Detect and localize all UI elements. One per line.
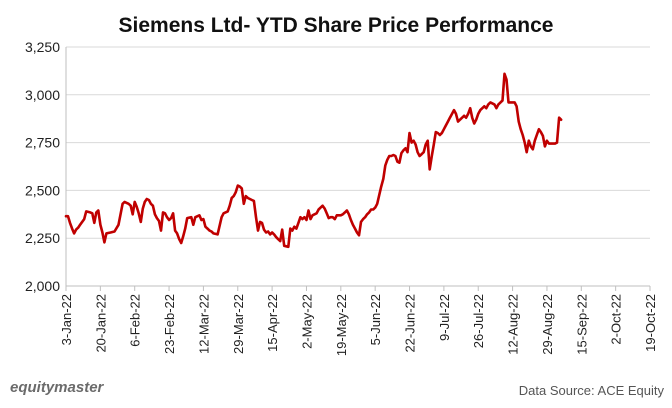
y-axis-ticks: 2,000 2,250 2,500 2,750 3,000 3,250	[25, 39, 60, 294]
y-tick-label: 2,000	[25, 278, 60, 294]
x-tick-label: 22-Jun-22	[403, 294, 418, 353]
x-tick-label: 2-Oct-22	[609, 294, 624, 345]
x-tick-label: 5-Jun-22	[368, 294, 383, 345]
x-tick-label: 29-Mar-22	[231, 294, 246, 354]
x-tick-label: 2-May-22	[299, 294, 314, 349]
x-tick-label: 15-Sep-22	[574, 294, 589, 355]
x-tick-label: 12-Mar-22	[196, 294, 211, 354]
equitymaster-logo: equitymaster	[10, 379, 105, 396]
x-tick-label: 26-Jul-22	[471, 294, 486, 348]
x-tick-label: 19-Oct-22	[643, 294, 658, 352]
share-price-line	[64, 72, 563, 249]
x-tick-label: 23-Feb-22	[162, 294, 177, 354]
x-tick-label: 3-Jan-22	[59, 294, 74, 345]
x-tick-label: 19-May-22	[334, 294, 349, 356]
data-source-label: Data Source: ACE Equity	[519, 383, 665, 398]
y-tick-label: 2,500	[25, 182, 60, 198]
x-tick-label: 12-Aug-22	[506, 294, 521, 355]
chart-title: Siemens Ltd- YTD Share Price Performance	[119, 14, 554, 37]
x-tick-label: 15-Apr-22	[265, 294, 280, 352]
series-layer	[64, 72, 563, 249]
x-tick-label: 9-Jul-22	[437, 294, 452, 341]
x-tick-label: 29-Aug-22	[540, 294, 555, 355]
y-tick-label: 2,250	[25, 230, 60, 246]
gridlines	[66, 46, 650, 239]
x-tick-label: 20-Jan-22	[93, 294, 108, 353]
x-tick-label: 6-Feb-22	[128, 294, 143, 347]
y-tick-label: 3,000	[25, 87, 60, 103]
y-tick-label: 2,750	[25, 135, 60, 151]
axes	[65, 47, 651, 291]
x-axis-ticks: 3-Jan-22 20-Jan-22 6-Feb-22 23-Feb-22 12-Mar…	[59, 294, 658, 356]
y-tick-label: 3,250	[25, 39, 60, 55]
